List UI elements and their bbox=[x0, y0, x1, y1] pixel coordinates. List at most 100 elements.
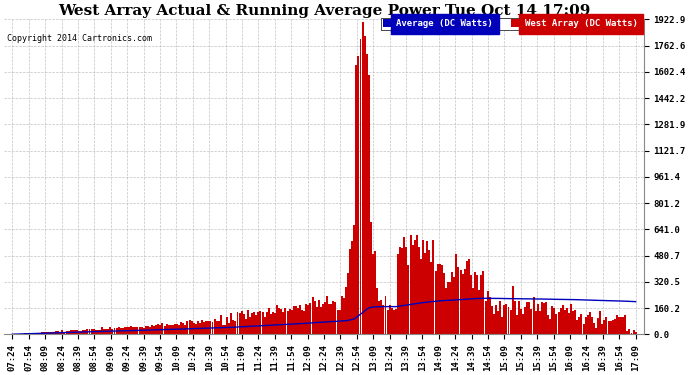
Bar bbox=[518, 301, 520, 334]
Bar bbox=[43, 332, 45, 334]
Bar bbox=[343, 298, 345, 334]
Bar bbox=[501, 317, 503, 334]
Bar bbox=[288, 309, 290, 334]
Bar bbox=[631, 333, 633, 334]
Bar bbox=[76, 330, 78, 334]
Bar bbox=[132, 327, 135, 334]
Bar bbox=[249, 317, 251, 334]
Bar bbox=[543, 303, 545, 334]
Bar bbox=[374, 251, 376, 334]
Bar bbox=[359, 39, 362, 334]
Bar bbox=[118, 327, 119, 334]
Bar bbox=[41, 332, 43, 334]
Bar bbox=[147, 326, 149, 334]
Bar bbox=[157, 324, 159, 334]
Bar bbox=[401, 248, 403, 334]
Bar bbox=[414, 240, 415, 334]
Bar bbox=[305, 304, 307, 334]
Bar bbox=[97, 330, 99, 334]
Bar bbox=[388, 305, 391, 334]
Bar bbox=[437, 264, 439, 334]
Bar bbox=[318, 300, 319, 334]
Bar bbox=[499, 301, 501, 334]
Bar bbox=[30, 333, 32, 334]
Bar bbox=[282, 312, 284, 334]
Bar bbox=[622, 317, 624, 334]
Bar bbox=[347, 273, 349, 334]
Bar bbox=[164, 326, 166, 334]
Bar bbox=[34, 333, 37, 334]
Bar bbox=[307, 305, 309, 334]
Bar bbox=[370, 222, 372, 334]
Bar bbox=[422, 240, 424, 334]
Bar bbox=[531, 309, 533, 334]
Bar bbox=[464, 269, 466, 334]
Bar bbox=[139, 327, 141, 334]
Bar bbox=[580, 314, 582, 334]
Bar bbox=[324, 303, 326, 334]
Bar bbox=[112, 329, 113, 334]
Bar bbox=[68, 331, 70, 334]
Bar bbox=[172, 325, 174, 334]
Bar bbox=[286, 311, 288, 334]
Bar bbox=[326, 296, 328, 334]
Bar bbox=[237, 312, 239, 334]
Title: West Array Actual & Running Average Power Tue Oct 14 17:09: West Array Actual & Running Average Powe… bbox=[58, 4, 590, 18]
Bar bbox=[506, 304, 507, 334]
Bar bbox=[328, 304, 331, 334]
Bar bbox=[322, 304, 324, 334]
Bar bbox=[376, 288, 378, 334]
Bar bbox=[72, 330, 74, 334]
Bar bbox=[386, 310, 388, 334]
Bar bbox=[482, 271, 484, 334]
Bar bbox=[70, 330, 72, 334]
Bar bbox=[276, 305, 278, 334]
Bar bbox=[439, 264, 441, 334]
Bar bbox=[320, 307, 322, 334]
Bar bbox=[39, 333, 41, 334]
Bar bbox=[303, 311, 305, 334]
Bar bbox=[312, 297, 313, 334]
Bar bbox=[49, 332, 51, 334]
Bar bbox=[603, 320, 605, 334]
Bar bbox=[599, 312, 601, 334]
Bar bbox=[539, 311, 541, 334]
Bar bbox=[235, 321, 237, 334]
Bar bbox=[228, 324, 230, 334]
Bar bbox=[395, 309, 397, 334]
Bar bbox=[433, 240, 435, 334]
Bar bbox=[186, 321, 188, 334]
Bar bbox=[541, 302, 543, 334]
Bar bbox=[410, 235, 411, 334]
Bar bbox=[82, 330, 84, 334]
Bar bbox=[105, 328, 107, 334]
Bar bbox=[384, 296, 386, 334]
Bar bbox=[270, 314, 272, 334]
Bar bbox=[293, 306, 295, 334]
Bar bbox=[380, 300, 382, 334]
Bar bbox=[153, 326, 155, 334]
Bar bbox=[24, 333, 26, 334]
Bar bbox=[210, 321, 211, 334]
Bar bbox=[316, 307, 317, 334]
Bar bbox=[333, 301, 335, 334]
Bar bbox=[449, 282, 451, 334]
Bar bbox=[255, 315, 257, 334]
Bar bbox=[122, 328, 124, 334]
Bar bbox=[170, 326, 172, 334]
Bar bbox=[589, 312, 591, 334]
Bar bbox=[205, 321, 207, 334]
Bar bbox=[455, 254, 457, 334]
Bar bbox=[472, 288, 474, 334]
Bar bbox=[180, 322, 182, 334]
Bar bbox=[616, 315, 618, 334]
Bar bbox=[197, 321, 199, 334]
Bar bbox=[55, 331, 57, 334]
Bar bbox=[109, 327, 111, 334]
Bar bbox=[366, 54, 368, 334]
Bar bbox=[574, 310, 576, 334]
Bar bbox=[582, 324, 584, 334]
Bar bbox=[239, 313, 241, 334]
Bar bbox=[480, 274, 482, 334]
Bar bbox=[120, 328, 121, 334]
